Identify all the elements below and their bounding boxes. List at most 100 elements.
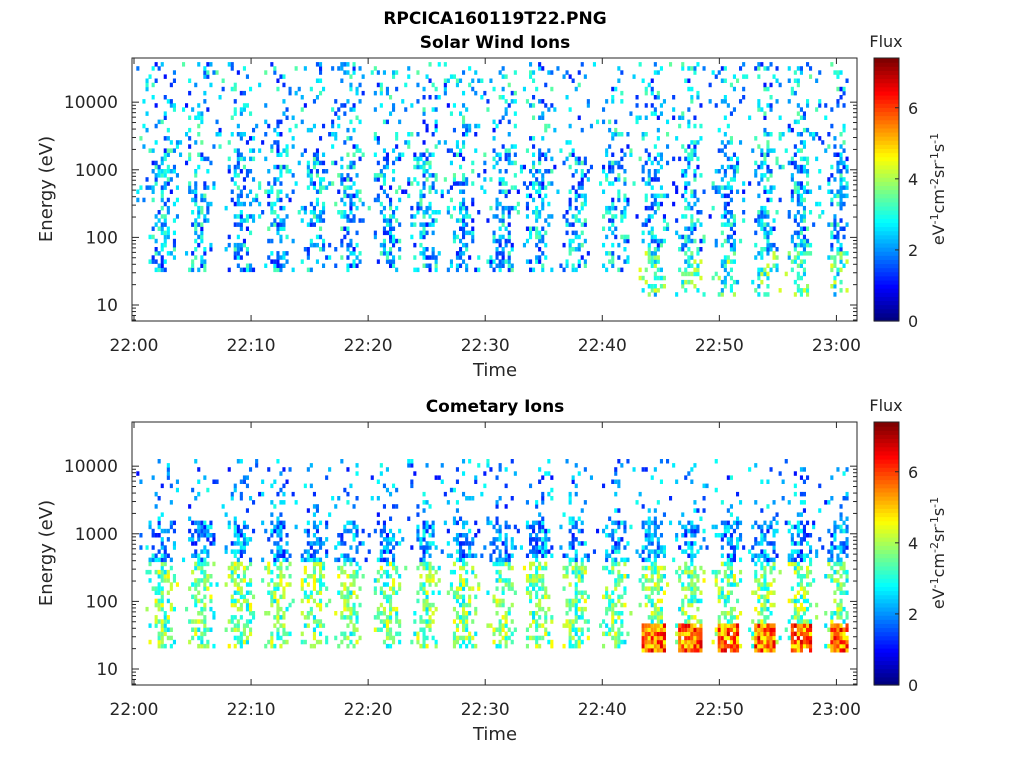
heatmap-cell <box>385 594 389 600</box>
heatmap-cell <box>742 181 746 186</box>
heatmap-cell <box>325 520 329 526</box>
heatmap-cell <box>459 541 463 546</box>
heatmap-cell <box>495 123 499 129</box>
heatmap-cell <box>799 201 803 207</box>
heatmap-cell <box>611 520 615 526</box>
heatmap-cell <box>273 222 277 227</box>
heatmap-cell <box>535 545 539 550</box>
heatmap-cell <box>154 173 158 178</box>
heatmap-cell <box>723 66 727 71</box>
heatmap-cell <box>379 611 383 616</box>
heatmap-cell <box>790 193 794 199</box>
heatmap-cell <box>431 635 435 641</box>
heatmap-cell <box>343 541 347 546</box>
heatmap-cell <box>285 639 289 645</box>
heatmap-cell <box>172 247 176 252</box>
heatmap-cell <box>653 631 657 637</box>
heatmap-cell <box>720 140 724 145</box>
heatmap-cell <box>389 594 393 600</box>
heatmap-cell <box>763 210 767 215</box>
heatmap-cell <box>729 156 733 162</box>
heatmap-cell <box>650 263 654 268</box>
colorbar-segment <box>874 107 899 113</box>
heatmap-cell <box>690 582 694 587</box>
heatmap-cell <box>650 78 654 83</box>
heatmap-cell <box>836 247 840 252</box>
heatmap-cell <box>382 557 386 563</box>
heatmap-cell <box>203 627 207 632</box>
heatmap-cell <box>352 251 356 256</box>
heatmap-cell <box>233 201 237 207</box>
heatmap-cell <box>346 267 350 273</box>
heatmap-cell <box>504 152 508 157</box>
y-tick-label: 10 <box>96 296 118 316</box>
heatmap-cell <box>565 459 569 464</box>
heatmap-cell <box>662 512 666 517</box>
heatmap-cell <box>306 615 310 620</box>
heatmap-cell <box>708 214 712 219</box>
heatmap-cell <box>763 115 767 120</box>
heatmap-cell <box>586 594 590 600</box>
heatmap-cell <box>160 528 164 534</box>
heatmap-cell <box>495 160 499 166</box>
heatmap-cell <box>239 549 243 554</box>
heatmap-cell <box>349 263 353 268</box>
heatmap-cell <box>474 90 478 96</box>
heatmap-cell <box>504 578 508 583</box>
heatmap-cell <box>352 259 356 264</box>
heatmap-cell <box>322 201 326 207</box>
heatmap-cell <box>690 541 694 546</box>
heatmap-cell <box>306 520 310 526</box>
heatmap-cell <box>766 189 770 194</box>
heatmap-cell <box>468 598 472 604</box>
heatmap-cell <box>702 189 706 194</box>
heatmap-cell <box>352 606 356 612</box>
heatmap-cell <box>766 222 770 227</box>
heatmap-cell <box>675 623 679 628</box>
heatmap-cell <box>367 205 371 211</box>
heatmap-cell <box>611 255 615 260</box>
heatmap-cell <box>647 541 651 546</box>
heatmap-cell <box>401 152 405 157</box>
heatmap-cell <box>343 103 347 108</box>
heatmap-cell <box>416 181 420 186</box>
heatmap-cell <box>419 545 423 550</box>
heatmap-cell <box>541 520 545 526</box>
heatmap-cell <box>568 557 572 563</box>
heatmap-cell <box>334 635 338 641</box>
heatmap-cell <box>565 565 569 571</box>
heatmap-cell <box>315 62 319 67</box>
heatmap-cell <box>242 569 246 575</box>
heatmap-cell <box>385 255 389 260</box>
heatmap-cell <box>501 210 505 215</box>
heatmap-cell <box>830 123 834 129</box>
heatmap-cell <box>459 226 463 231</box>
heatmap-cell <box>647 152 651 157</box>
heatmap-cell <box>264 528 268 534</box>
heatmap-cell <box>541 205 545 211</box>
heatmap-cell <box>282 586 286 591</box>
heatmap-cell <box>303 623 307 628</box>
heatmap-cell <box>711 181 715 186</box>
heatmap-cell <box>662 238 666 244</box>
heatmap-cell <box>273 259 277 264</box>
heatmap-cell <box>340 242 344 248</box>
heatmap-cell <box>343 557 347 563</box>
heatmap-cell <box>276 214 280 219</box>
heatmap-cell <box>806 238 810 244</box>
heatmap-cell <box>343 582 347 587</box>
heatmap-cell <box>583 565 587 571</box>
heatmap-cell <box>270 643 274 649</box>
heatmap-cell <box>617 569 621 575</box>
heatmap-cell <box>720 533 724 538</box>
heatmap-cell <box>763 173 767 178</box>
heatmap-cell <box>614 545 618 550</box>
heatmap-cell <box>659 103 663 108</box>
heatmap-cell <box>784 148 788 153</box>
heatmap-cell <box>175 197 179 203</box>
heatmap-cell <box>507 214 511 219</box>
heatmap-cell <box>498 623 502 628</box>
heatmap-cell <box>748 181 752 186</box>
heatmap-cell <box>729 82 733 88</box>
heatmap-cell <box>830 222 834 227</box>
